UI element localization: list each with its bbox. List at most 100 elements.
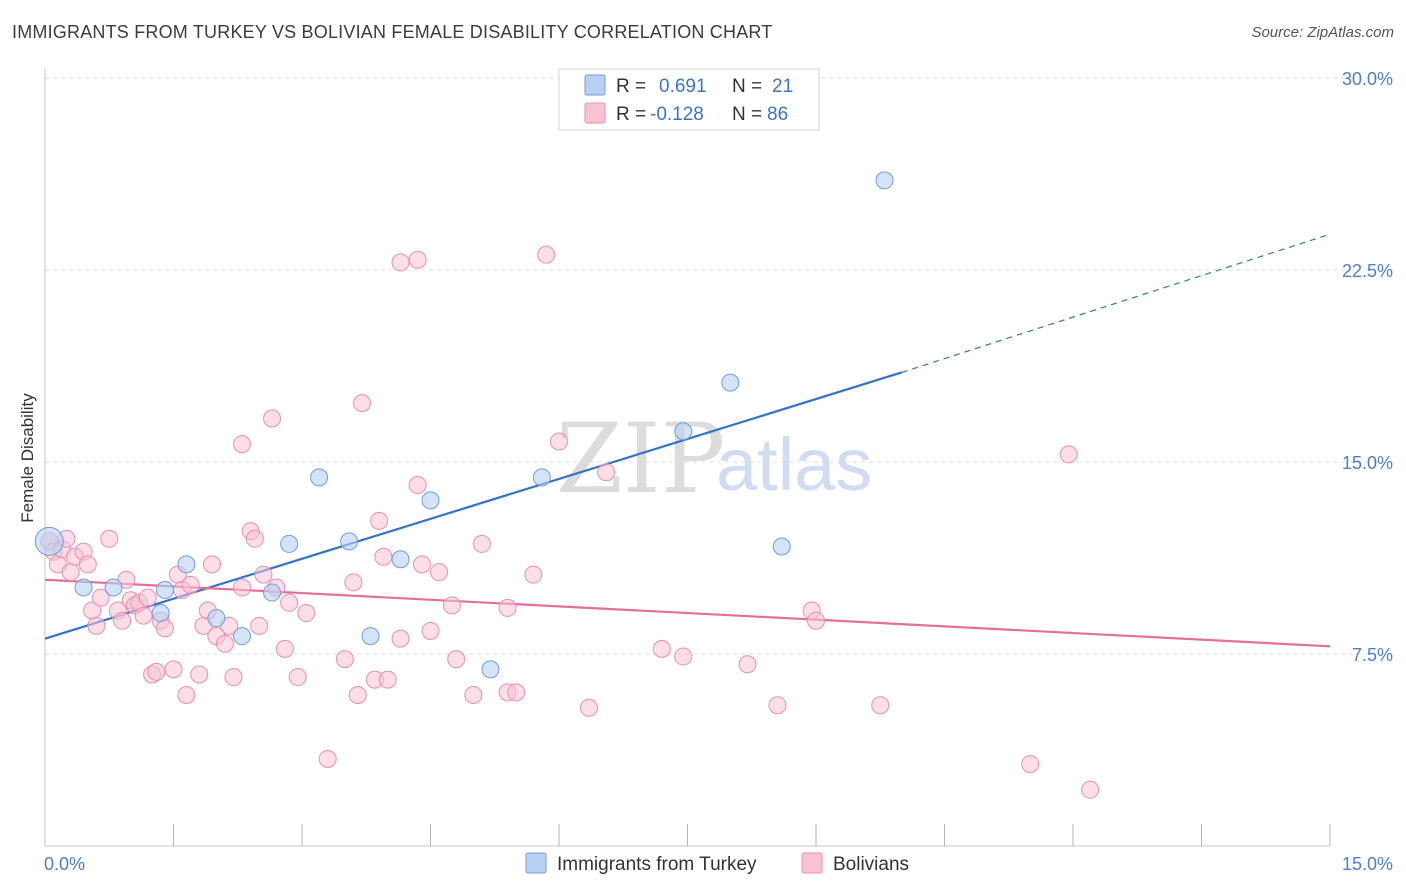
data-point-bolivia: [155, 619, 174, 638]
legend-n-label: N =: [732, 76, 762, 97]
data-point-bolivia: [550, 432, 568, 451]
bottom-legend-swatch-turkey: [525, 852, 547, 874]
data-point-bolivia: [288, 668, 307, 687]
data-point-turkey: [421, 491, 440, 510]
axes: [44, 68, 1331, 847]
data-point-turkey: [177, 555, 196, 574]
data-point-bolivia: [134, 606, 153, 625]
data-point-bolivia: [275, 639, 294, 658]
data-point-bolivia: [352, 394, 371, 413]
data-point-turkey: [263, 583, 282, 602]
data-point-bolivia: [113, 611, 132, 630]
data-point-turkey: [280, 534, 299, 553]
data-point-turkey: [104, 578, 123, 597]
data-point-bolivia: [871, 696, 890, 715]
data-point-bolivia: [447, 650, 466, 669]
data-point-turkey: [207, 609, 226, 628]
data-point-bolivia: [348, 685, 367, 704]
bottom-legend-swatch-bolivia: [801, 852, 823, 874]
data-point-bolivia: [190, 665, 209, 684]
y-axis-label: Female Disability: [18, 393, 37, 523]
data-point-bolivia: [91, 588, 110, 607]
data-point-bolivia: [224, 668, 243, 687]
data-point-bolivia: [674, 647, 693, 666]
data-point-bolivia: [233, 578, 252, 597]
legend-r-label: R =: [616, 104, 646, 125]
data-point-bolivia: [245, 529, 264, 548]
watermark-atlas: atlas: [716, 423, 872, 506]
data-point-bolivia: [507, 683, 526, 702]
data-point-bolivia: [263, 409, 282, 428]
data-point-bolivia: [378, 670, 397, 689]
data-point-bolivia: [412, 555, 431, 574]
legend-swatch-turkey: [584, 74, 606, 96]
data-point-bolivia: [181, 575, 200, 594]
data-point-bolivia: [524, 565, 543, 584]
data-point-bolivia: [498, 598, 517, 617]
data-point-bolivia: [579, 698, 598, 717]
data-point-bolivia: [1021, 755, 1040, 774]
series-legend: Immigrants from Turkey Bolivians: [525, 852, 909, 875]
data-point-turkey: [875, 171, 894, 190]
data-point-bolivia: [807, 611, 825, 630]
data-point-bolivia: [442, 596, 461, 615]
data-point-turkey: [721, 373, 740, 392]
data-point-bolivia: [430, 563, 449, 582]
legend-r-value-bolivia: -0.128: [650, 104, 704, 125]
data-point-turkey: [391, 550, 410, 569]
data-point-turkey: [310, 468, 329, 487]
y-tick-label: 22.5%: [1342, 261, 1393, 281]
data-point-bolivia: [391, 629, 410, 648]
data-point-bolivia: [61, 563, 80, 582]
data-point-bolivia: [233, 435, 252, 454]
data-point-bolivia: [254, 565, 273, 584]
trend-line-bolivia: [44, 578, 1331, 648]
data-point-bolivia: [203, 555, 222, 574]
data-point-bolivia: [408, 476, 427, 495]
data-point-bolivia: [391, 253, 410, 272]
data-point-bolivia: [78, 555, 97, 574]
data-point-turkey: [532, 468, 551, 487]
series-immigrants-from-turkey: [34, 171, 894, 679]
data-point-bolivia: [1081, 780, 1100, 799]
data-point-bolivia: [215, 634, 234, 653]
legend-r-label: R =: [616, 76, 646, 97]
data-point-turkey: [481, 660, 500, 679]
y-tick-label: 15.0%: [1342, 453, 1393, 473]
data-point-turkey: [233, 627, 252, 646]
data-point-bolivia: [87, 616, 106, 635]
data-point-bolivia: [164, 660, 183, 679]
bottom-legend-label-turkey: Immigrants from Turkey: [557, 854, 757, 875]
data-point-turkey: [772, 537, 791, 556]
legend-n-value-turkey: 21: [772, 76, 793, 97]
data-point-bolivia: [147, 662, 166, 681]
data-point-bolivia: [335, 650, 354, 669]
data-point-bolivia: [408, 250, 427, 269]
data-point-bolivia: [472, 534, 491, 553]
data-point-turkey: [361, 627, 380, 646]
bottom-legend-label-bolivia: Bolivians: [833, 854, 909, 875]
legend-r-value-turkey: 0.691: [659, 76, 707, 97]
data-point-bolivia: [344, 573, 363, 592]
data-point-bolivia: [138, 588, 157, 607]
chart-title: IMMIGRANTS FROM TURKEY VS BOLIVIAN FEMAL…: [12, 22, 773, 42]
data-point-bolivia: [297, 604, 316, 623]
data-point-bolivia: [374, 547, 393, 566]
data-point-bolivia: [1059, 445, 1078, 464]
legend-n-label: N =: [732, 104, 762, 125]
y-tick-label: 7.5%: [1352, 645, 1393, 665]
legend-n-value-bolivia: 86: [767, 104, 788, 125]
data-point-bolivia: [280, 593, 299, 612]
data-point-bolivia: [250, 616, 269, 635]
data-point-bolivia: [177, 685, 196, 704]
data-point-turkey: [155, 581, 174, 599]
data-point-turkey: [340, 532, 359, 551]
data-point-bolivia: [421, 621, 440, 640]
data-point-bolivia: [100, 529, 119, 548]
x-tick-label-min: 0.0%: [44, 854, 85, 874]
grid-lines: 7.5% 15.0% 22.5% 30.0%: [45, 69, 1393, 665]
data-point-turkey: [674, 422, 693, 441]
data-point-bolivia: [597, 463, 616, 482]
data-point-turkey: [34, 526, 64, 556]
